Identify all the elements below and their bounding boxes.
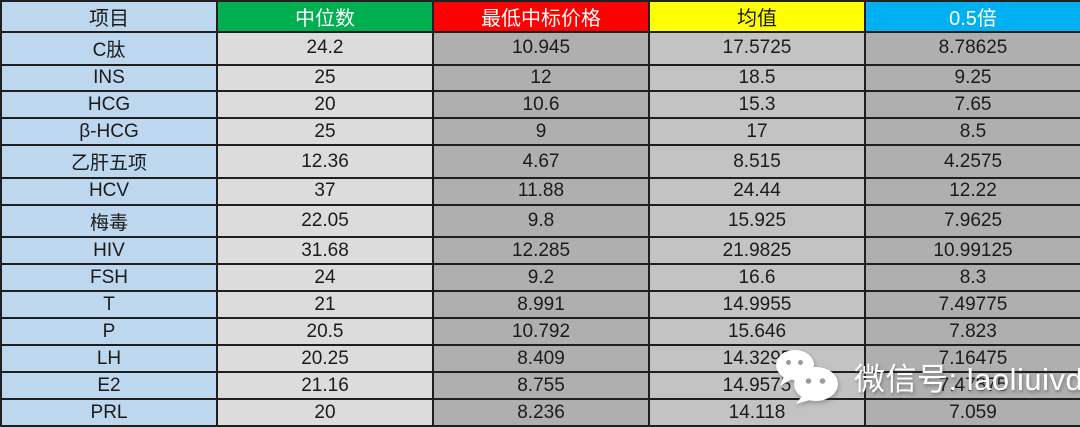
value-cell: 7.9625 — [864, 203, 1080, 239]
item-cell: 乙肝五项 — [0, 144, 218, 179]
item-cell: β-HCG — [0, 117, 218, 147]
value-cell: 24.2 — [216, 31, 434, 66]
value-cell: 20 — [216, 398, 434, 427]
value-cell: 15.925 — [648, 203, 866, 239]
header-row: 项目 中位数 最低中标价格 均值 0.5倍 — [0, 0, 1080, 33]
item-cell: INS — [0, 63, 218, 93]
value-cell: 14.3295 — [648, 344, 866, 374]
value-cell: 9 — [432, 117, 650, 147]
value-cell: 7.059 — [864, 398, 1080, 427]
value-cell: 21 — [216, 290, 434, 320]
value-cell: 18.5 — [648, 63, 866, 93]
value-cell: 21.9825 — [648, 236, 866, 266]
table-row: T 21 8.991 14.9955 7.49775 — [0, 290, 1080, 320]
value-cell: 12.36 — [216, 144, 434, 179]
item-cell: HCV — [0, 176, 218, 206]
value-cell: 16.6 — [648, 263, 866, 293]
value-cell: 20 — [216, 90, 434, 120]
value-cell: 14.118 — [648, 398, 866, 427]
item-cell: E2 — [0, 371, 218, 401]
value-cell: 24 — [216, 263, 434, 293]
item-cell: C肽 — [0, 31, 218, 66]
table-row: 乙肝五项 12.36 4.67 8.515 4.2575 — [0, 144, 1080, 179]
value-cell: 12.22 — [864, 176, 1080, 206]
value-cell: 25 — [216, 117, 434, 147]
value-cell: 24.44 — [648, 176, 866, 206]
item-cell: P — [0, 317, 218, 347]
table-row: HIV 31.68 12.285 21.9825 10.99125 — [0, 236, 1080, 266]
header-median: 中位数 — [216, 0, 434, 33]
value-cell: 9.25 — [864, 63, 1080, 93]
value-cell: 7.65 — [864, 90, 1080, 120]
table-row: PRL 20 8.236 14.118 7.059 — [0, 398, 1080, 427]
value-cell: 8.991 — [432, 290, 650, 320]
table-row: FSH 24 9.2 16.6 8.3 — [0, 263, 1080, 293]
value-cell: 8.515 — [648, 144, 866, 179]
item-cell: PRL — [0, 398, 218, 427]
item-cell: 梅毒 — [0, 203, 218, 239]
value-cell: 7.16475 — [864, 344, 1080, 374]
value-cell: 37 — [216, 176, 434, 206]
item-cell: HCG — [0, 90, 218, 120]
value-cell: 14.9955 — [648, 290, 866, 320]
value-cell: 8.78625 — [864, 31, 1080, 66]
value-cell: 7.823 — [864, 317, 1080, 347]
header-mean: 均值 — [648, 0, 866, 33]
value-cell: 4.2575 — [864, 144, 1080, 179]
value-cell: 10.792 — [432, 317, 650, 347]
value-cell: 7.47875 — [864, 371, 1080, 401]
value-cell: 8.3 — [864, 263, 1080, 293]
value-cell: 21.16 — [216, 371, 434, 401]
table-row: β-HCG 25 9 17 8.5 — [0, 117, 1080, 147]
item-cell: LH — [0, 344, 218, 374]
value-cell: 12.285 — [432, 236, 650, 266]
value-cell: 7.49775 — [864, 290, 1080, 320]
value-cell: 20.5 — [216, 317, 434, 347]
table-row: E2 21.16 8.755 14.9575 7.47875 — [0, 371, 1080, 401]
value-cell: 8.5 — [864, 117, 1080, 147]
value-cell: 9.8 — [432, 203, 650, 239]
item-cell: FSH — [0, 263, 218, 293]
table-row: HCG 20 10.6 15.3 7.65 — [0, 90, 1080, 120]
value-cell: 17.5725 — [648, 31, 866, 66]
value-cell: 14.9575 — [648, 371, 866, 401]
header-half: 0.5倍 — [864, 0, 1080, 33]
value-cell: 8.236 — [432, 398, 650, 427]
header-item: 项目 — [0, 0, 218, 33]
value-cell: 20.25 — [216, 344, 434, 374]
value-cell: 31.68 — [216, 236, 434, 266]
value-cell: 9.2 — [432, 263, 650, 293]
value-cell: 22.05 — [216, 203, 434, 239]
table-row: LH 20.25 8.409 14.3295 7.16475 — [0, 344, 1080, 374]
table-row: 梅毒 22.05 9.8 15.925 7.9625 — [0, 203, 1080, 239]
table-body: C肽 24.2 10.945 17.5725 8.78625 INS 25 12 18.5 9.2… — [0, 31, 1080, 427]
value-cell: 11.88 — [432, 176, 650, 206]
table-row: INS 25 12 18.5 9.25 — [0, 63, 1080, 93]
table-row: P 20.5 10.792 15.646 7.823 — [0, 317, 1080, 347]
value-cell: 8.409 — [432, 344, 650, 374]
value-cell: 12 — [432, 63, 650, 93]
value-cell: 10.6 — [432, 90, 650, 120]
header-lowest-bid: 最低中标价格 — [432, 0, 650, 33]
table-row: HCV 37 11.88 24.44 12.22 — [0, 176, 1080, 206]
value-cell: 10.945 — [432, 31, 650, 66]
value-cell: 17 — [648, 117, 866, 147]
item-cell: HIV — [0, 236, 218, 266]
item-cell: T — [0, 290, 218, 320]
value-cell: 15.646 — [648, 317, 866, 347]
value-cell: 4.67 — [432, 144, 650, 179]
value-cell: 8.755 — [432, 371, 650, 401]
table-row: C肽 24.2 10.945 17.5725 8.78625 — [0, 31, 1080, 66]
value-cell: 25 — [216, 63, 434, 93]
value-cell: 15.3 — [648, 90, 866, 120]
value-cell: 10.99125 — [864, 236, 1080, 266]
